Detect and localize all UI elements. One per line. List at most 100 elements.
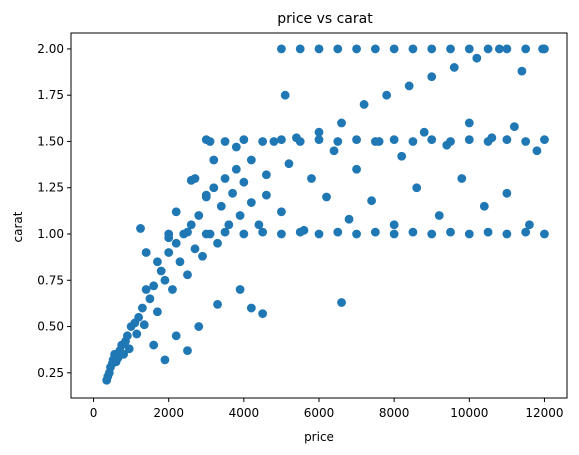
scatter-point-0-19: [137, 303, 147, 313]
scatter-point-0-145: [258, 309, 268, 318]
scatter-point-0-33: [186, 220, 196, 230]
scatter-point-0-130: [314, 229, 324, 239]
scatter-point-0-92: [352, 44, 361, 54]
scatter-point-0-58: [322, 192, 331, 202]
scatter-point-0-91: [333, 44, 343, 54]
scatter-point-0-76: [457, 174, 467, 183]
scatter-point-0-160: [201, 190, 211, 200]
scatter-point-0-88: [277, 44, 286, 54]
scatter-point-0-35: [194, 211, 204, 220]
y-tick-label: 1.00: [37, 227, 64, 241]
chart-title: price vs carat: [277, 11, 373, 27]
scatter-point-0-13: [122, 331, 132, 341]
scatter-point-0-79: [479, 201, 489, 211]
scatter-point-0-22: [145, 294, 155, 304]
scatter-point-0-140: [502, 229, 512, 239]
scatter-point-0-113: [389, 135, 399, 145]
scatter-point-0-52: [277, 207, 286, 217]
scatter-point-0-32: [183, 270, 192, 280]
scatter-point-0-66: [382, 90, 392, 100]
scatter-point-0-47: [239, 177, 249, 187]
scatter-point-0-155: [153, 257, 162, 267]
scatter-point-0-67: [389, 220, 399, 230]
scatter-point-0-60: [337, 118, 346, 128]
scatter-point-0-14: [124, 344, 134, 354]
scatter-point-0-102: [540, 44, 549, 54]
scatter-point-0-63: [359, 100, 369, 109]
y-axis-label: carat: [11, 211, 25, 242]
scatter-point-0-49: [254, 220, 264, 230]
scatter-point-0-23: [149, 281, 159, 291]
scatter-point-0-135: [408, 227, 418, 237]
scatter-point-0-137: [446, 227, 455, 237]
scatter-point-0-44: [228, 188, 237, 198]
scatter-point-0-125: [220, 227, 230, 237]
scatter-point-0-101: [521, 44, 531, 54]
scatter-point-0-124: [201, 229, 211, 239]
scatter-point-0-29: [171, 238, 181, 248]
scatter-point-0-82: [502, 188, 512, 198]
scatter-point-0-136: [427, 229, 437, 239]
y-tick-label: 1.75: [37, 88, 64, 102]
scatter-point-0-128: [277, 229, 286, 239]
scatter-point-0-156: [164, 233, 174, 243]
scatter-point-0-150: [235, 285, 245, 294]
scatter-point-0-149: [213, 299, 222, 309]
y-tick-label: 2.00: [37, 42, 64, 56]
scatter-point-0-43: [224, 220, 234, 230]
scatter-point-0-48: [246, 155, 256, 165]
scatter-point-0-70: [412, 183, 422, 193]
scatter-point-0-95: [408, 44, 418, 54]
scatter-point-0-117: [464, 135, 474, 145]
scatter-point-0-50: [261, 170, 271, 180]
scatter-point-0-75: [449, 63, 459, 72]
scatter-point-0-77: [464, 118, 474, 128]
scatter-point-0-36: [198, 251, 207, 261]
scatter-point-0-142: [540, 229, 549, 239]
scatter-point-0-116: [446, 137, 455, 146]
scatter-point-0-109: [314, 135, 324, 145]
scatter-point-0-159: [190, 174, 200, 183]
scatter-point-0-57: [314, 127, 324, 137]
x-axis-label: price: [304, 430, 334, 444]
x-tick-label: 10000: [450, 406, 488, 420]
y-tick-label: 0.25: [37, 366, 64, 380]
scatter-point-0-151: [171, 331, 181, 341]
scatter-point-0-164: [246, 198, 256, 207]
scatter-point-0-59: [329, 146, 339, 156]
scatter-point-0-106: [258, 137, 268, 146]
scatter-point-0-99: [483, 44, 493, 54]
scatter-point-0-114: [408, 137, 418, 146]
scatter-point-0-53: [284, 159, 294, 169]
scatter-point-0-68: [397, 151, 407, 161]
scatter-point-0-153: [136, 224, 145, 233]
scatter-point-0-86: [532, 146, 542, 156]
scatter-point-0-133: [370, 227, 380, 237]
scatter-point-0-163: [231, 142, 241, 152]
y-tick-label: 1.50: [37, 134, 64, 148]
scatter-point-0-81: [494, 44, 504, 54]
scatter-point-0-26: [160, 275, 170, 285]
scatter-point-0-85: [525, 220, 534, 230]
scatter-point-0-100: [502, 44, 512, 54]
scatter-point-0-69: [404, 81, 414, 91]
scatter-point-0-93: [370, 44, 380, 54]
scatter-point-0-134: [389, 229, 399, 239]
scatter-point-0-148: [194, 322, 204, 331]
scatter-point-0-143: [337, 298, 346, 307]
scatter-point-0-157: [171, 207, 181, 217]
scatter-point-0-30: [175, 257, 185, 267]
scatter-point-0-71: [419, 127, 429, 137]
scatter-point-0-132: [352, 229, 361, 239]
scatter-point-0-40: [213, 238, 222, 248]
scatter-point-0-62: [352, 164, 361, 174]
x-tick-label: 0: [90, 406, 98, 420]
scatter-point-0-105: [239, 135, 249, 145]
scatter-point-0-17: [132, 329, 142, 339]
scatter-point-0-131: [333, 227, 343, 237]
scatter-point-0-11: [119, 349, 129, 359]
x-tick-label: 4000: [229, 406, 260, 420]
scatter-point-0-42: [220, 174, 230, 183]
scatter-point-0-83: [509, 122, 519, 132]
scatter-points: [102, 44, 549, 385]
